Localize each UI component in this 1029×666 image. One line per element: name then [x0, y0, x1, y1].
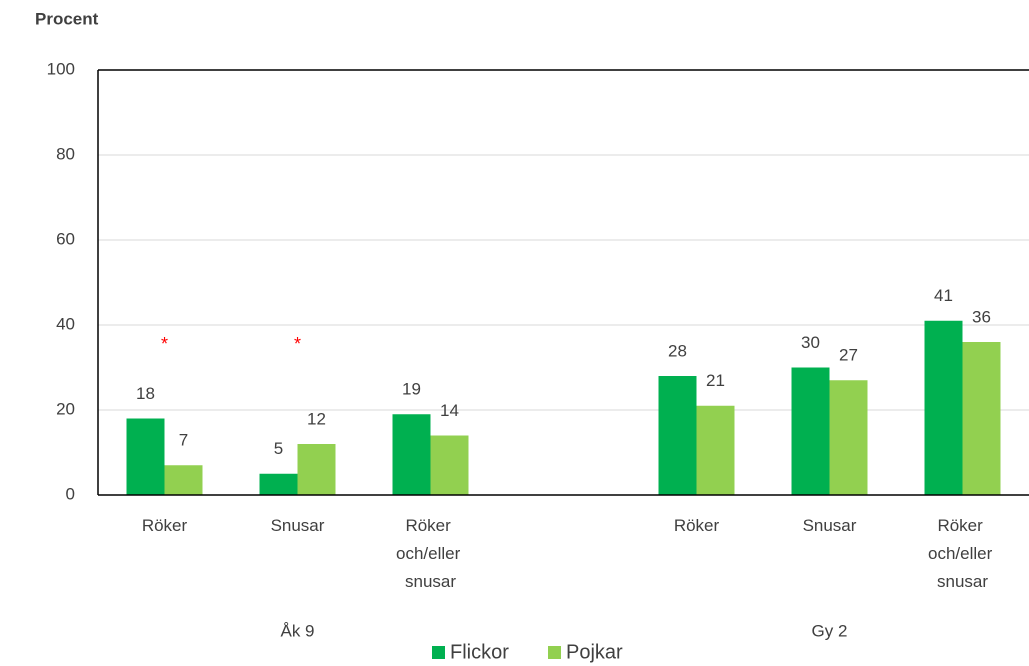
y-tick-label: 40 — [56, 314, 75, 333]
bar — [962, 342, 1001, 495]
data-label: 21 — [706, 371, 725, 390]
y-tick-label: 60 — [56, 229, 75, 248]
data-label: 41 — [934, 286, 953, 305]
annotation: * — [161, 334, 168, 354]
y-tick-label: 20 — [56, 399, 75, 418]
bar — [297, 444, 336, 495]
legend-label: Pojkar — [566, 641, 623, 663]
data-label: 36 — [972, 307, 991, 326]
x-tick-label: Röker och/eller snusar — [928, 516, 997, 591]
x-tick-label: Snusar — [803, 516, 857, 535]
y-tick-label: 100 — [47, 59, 75, 78]
annotation: * — [294, 334, 301, 354]
y-tick-label: 0 — [66, 484, 75, 503]
bar — [430, 435, 469, 495]
bar — [658, 376, 697, 495]
data-label: 12 — [307, 409, 326, 428]
group-label: Gy 2 — [812, 621, 848, 640]
data-label: 19 — [402, 380, 421, 399]
group-label: Åk 9 — [280, 621, 314, 640]
x-tick-label: Röker och/eller snusar — [396, 516, 465, 591]
bar — [829, 380, 868, 495]
data-label: 27 — [839, 346, 858, 365]
data-label: 18 — [136, 384, 155, 403]
legend-swatch — [432, 646, 445, 659]
data-label: 7 — [179, 431, 188, 450]
x-tick-label: Röker — [674, 516, 720, 535]
legend-swatch — [548, 646, 561, 659]
bar — [924, 320, 963, 495]
bar — [259, 473, 298, 495]
y-axis-label: Procent — [35, 9, 99, 28]
data-label: 14 — [440, 401, 459, 420]
x-tick-label: Snusar — [271, 516, 325, 535]
bar — [126, 418, 165, 495]
bar — [696, 405, 735, 495]
legend-label: Flickor — [450, 641, 509, 663]
bar — [164, 465, 203, 495]
x-tick-label: Röker — [142, 516, 188, 535]
data-label: 30 — [801, 333, 820, 352]
data-label: 5 — [274, 439, 283, 458]
data-label: 28 — [668, 341, 687, 360]
y-tick-label: 80 — [56, 144, 75, 163]
bar — [791, 367, 830, 495]
bar — [392, 414, 431, 495]
